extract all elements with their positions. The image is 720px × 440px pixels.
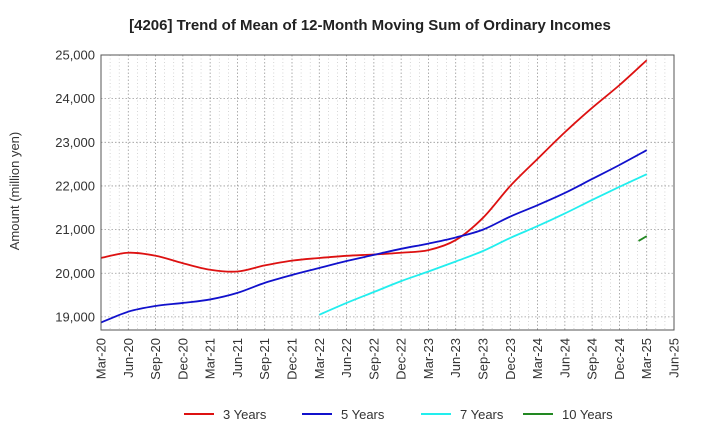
x-tick-label: Sep-24 (585, 338, 600, 380)
x-tick-label: Mar-22 (312, 338, 327, 379)
x-tick-label: Jun-24 (557, 338, 572, 378)
x-tick-label: Jun-21 (230, 338, 245, 378)
x-tick-label: Mar-24 (530, 338, 545, 379)
x-tick-label: Mar-23 (421, 338, 436, 379)
y-axis-label: Amount (million yen) (7, 132, 22, 251)
x-tick-label: Jun-20 (121, 338, 136, 378)
x-tick-label: Jun-22 (339, 338, 354, 378)
x-tick-label: Mar-20 (94, 338, 109, 379)
x-tick-label: Dec-24 (612, 338, 627, 380)
x-tick-label: Mar-21 (203, 338, 218, 379)
x-tick-label: Sep-23 (476, 338, 491, 380)
x-tick-label: Sep-22 (366, 338, 381, 380)
chart-title: [4206] Trend of Mean of 12-Month Moving … (129, 17, 611, 34)
y-tick-label: 19,000 (55, 309, 95, 324)
x-tick-label: Dec-20 (175, 338, 190, 380)
x-tick-label: Dec-23 (503, 338, 518, 380)
series-line-3-years (100, 59, 648, 273)
y-tick-label: 22,000 (55, 178, 95, 193)
x-tick-label: Sep-21 (257, 338, 272, 380)
legend-label-5-years: 5 Years (341, 407, 385, 422)
x-tick-label: Jun-23 (448, 338, 463, 378)
y-ticks: 19,000 20,000 21,000 22,000 23,000 24,000 25,0… (55, 48, 95, 325)
y-tick-label: 23,000 (55, 135, 95, 150)
y-tick-label: 25,000 (55, 48, 95, 63)
legend-label-10-years: 10 Years (562, 407, 613, 422)
series-line-7-years (318, 173, 648, 316)
x-tick-label: Dec-22 (394, 338, 409, 380)
legend-label-7-years: 7 Years (460, 407, 504, 422)
x-tick-label: Mar-25 (639, 338, 654, 379)
legend: 3 Years 5 Years 7 Years 10 Years (184, 407, 613, 422)
y-tick-label: 20,000 (55, 266, 95, 281)
series-line-10-years (638, 235, 648, 242)
series-line-5-years (100, 149, 648, 324)
x-tick-label: Dec-21 (285, 338, 300, 380)
plot-frame (100, 54, 675, 331)
x-tick-label: Jun-25 (667, 338, 682, 378)
y-tick-label: 21,000 (55, 222, 95, 237)
x-tick-label: Sep-20 (148, 338, 163, 380)
legend-label-3-years: 3 Years (223, 407, 267, 422)
y-tick-label: 24,000 (55, 91, 95, 106)
x-ticks: Mar-20 Jun-20 Sep-20 Dec-20 Mar-21 Jun-21 Sep-… (94, 338, 682, 380)
series-group (100, 59, 648, 324)
grid (101, 54, 674, 330)
